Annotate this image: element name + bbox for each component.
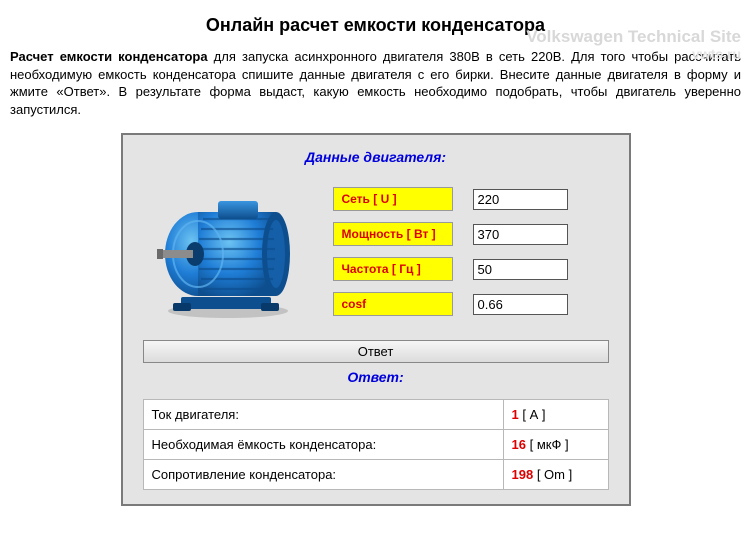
- field-row-power: Мощность [ Вт ]: [333, 222, 609, 246]
- result-value-cell-resistance: 198 [ Om ]: [503, 460, 608, 490]
- field-row-voltage: Сеть [ U ]: [333, 187, 609, 211]
- field-row-frequency: Частота [ Гц ]: [333, 257, 609, 281]
- input-cosf[interactable]: [473, 294, 568, 315]
- results-table: Ток двигателя: 1 [ А ] Необходимая ёмкос…: [143, 399, 609, 490]
- inputs-section-title: Данные двигателя:: [133, 149, 619, 165]
- result-value-resistance: 198: [512, 467, 534, 482]
- calculator-box: Данные двигателя:: [121, 133, 631, 506]
- result-row-current: Ток двигателя: 1 [ А ]: [143, 400, 608, 430]
- submit-row: Ответ: [143, 340, 609, 363]
- submit-button[interactable]: Ответ: [143, 340, 609, 363]
- page-title: Онлайн расчет емкости конденсатора: [10, 15, 741, 36]
- label-frequency: Частота [ Гц ]: [333, 257, 453, 281]
- fields-column: Сеть [ U ] Мощность [ Вт ] Частота [ Гц …: [333, 187, 609, 316]
- label-cosf: cosf: [333, 292, 453, 316]
- input-voltage[interactable]: [473, 189, 568, 210]
- result-label-resistance: Сопротивление конденсатора:: [143, 460, 503, 490]
- result-label-current: Ток двигателя:: [143, 400, 503, 430]
- result-row-resistance: Сопротивление конденсатора: 198 [ Om ]: [143, 460, 608, 490]
- field-row-cosf: cosf: [333, 292, 609, 316]
- results-section-title: Ответ:: [133, 369, 619, 385]
- result-value-capacitance: 16: [512, 437, 526, 452]
- result-label-capacitance: Необходимая ёмкость конденсатора:: [143, 430, 503, 460]
- result-value-cell-capacitance: 16 [ мкФ ]: [503, 430, 608, 460]
- result-unit-resistance: [ Om ]: [537, 467, 572, 482]
- inputs-area: Сеть [ U ] Мощность [ Вт ] Частота [ Гц …: [133, 179, 619, 324]
- label-power: Мощность [ Вт ]: [333, 222, 453, 246]
- motor-icon: [143, 179, 313, 324]
- result-value-current: 1: [512, 407, 519, 422]
- result-value-cell-current: 1 [ А ]: [503, 400, 608, 430]
- intro-bold: Расчет емкости конденсатора: [10, 49, 208, 64]
- intro-paragraph: Расчет емкости конденсатора для запуска …: [10, 48, 741, 118]
- label-voltage: Сеть [ U ]: [333, 187, 453, 211]
- result-row-capacitance: Необходимая ёмкость конденсатора: 16 [ м…: [143, 430, 608, 460]
- input-power[interactable]: [473, 224, 568, 245]
- input-frequency[interactable]: [473, 259, 568, 280]
- result-unit-capacitance: [ мкФ ]: [530, 437, 569, 452]
- result-unit-current: [ А ]: [522, 407, 545, 422]
